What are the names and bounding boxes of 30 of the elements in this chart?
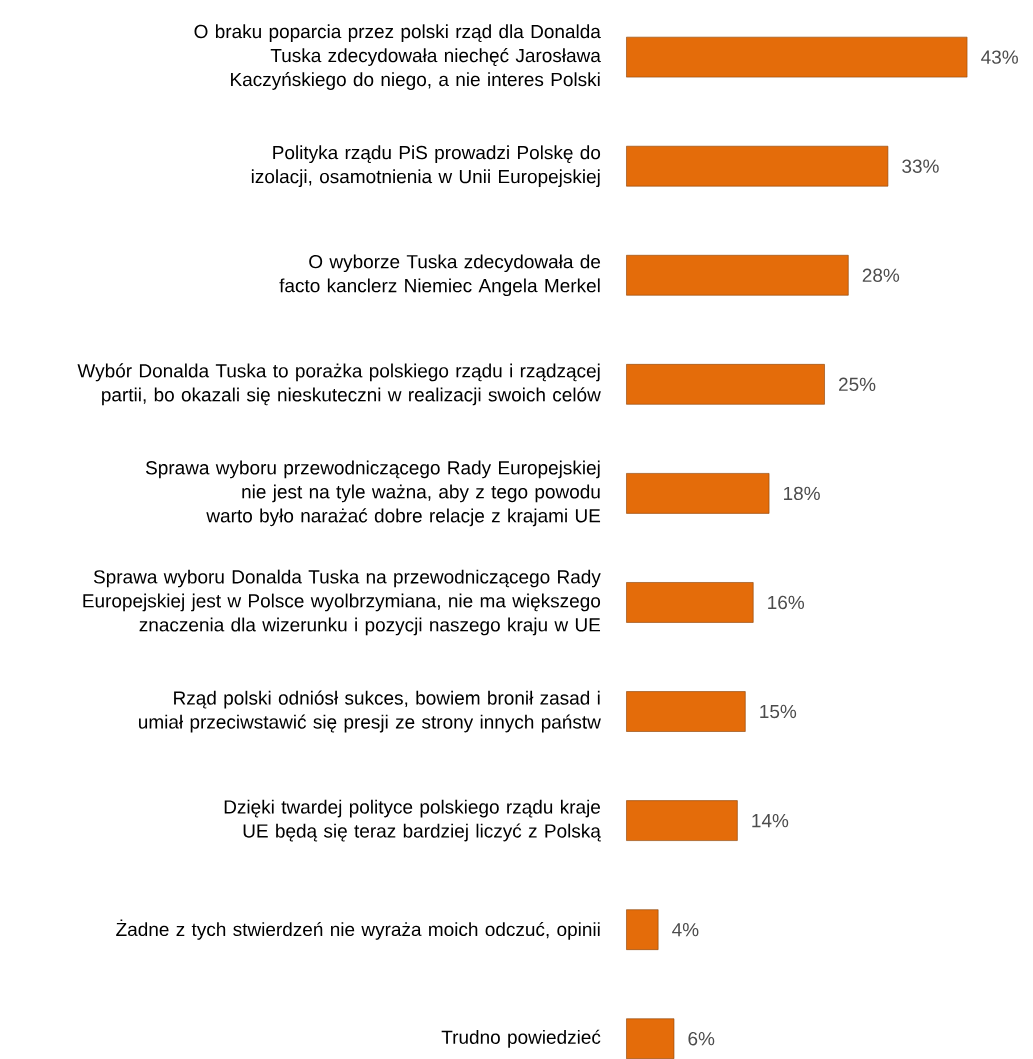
bar [626, 691, 746, 732]
bar [626, 473, 770, 514]
y-tick-label: O braku poparcia przez polski rząd dla Donalda Tuska zdecydowała niechęć Jarosława Kaczyńskiego do niego, a nie interes Polski [194, 24, 601, 90]
data-label: 15% [760, 704, 797, 719]
data-label: 4% [672, 923, 699, 937]
data-label: 16% [768, 595, 805, 610]
bar [626, 1018, 675, 1059]
y-tick-label: O wyborze Tuska zdecydowała de facto kanclerz Niemiec Angela Merkel [279, 254, 600, 297]
y-tick-label: Sprawa wyboru przewodniczącego Rady Europejskiej nie jest na tyle ważna, aby z tego powodu warto było narażać dobre relacje z krajami UE [145, 460, 600, 527]
y-tick-label: Sprawa wyboru Donalda Tuska na przewodniczącego Rady Europejskiej jest w Polsce wyolbrzymiana, nie ma większego znaczenia dla wizerunku i pozycji naszego kraju w UE [83, 569, 601, 636]
data-label: 43% [981, 50, 1018, 64]
data-label: 33% [902, 159, 939, 173]
y-tick-label: Polityka rządu PiS prowadzi Polskę do izolacji, osamotnienia w Unii Europejskiej [251, 145, 601, 188]
bar [626, 364, 825, 405]
bar [626, 582, 754, 623]
bar [626, 800, 738, 841]
y-tick-label: Dzięki twardej polityce polskiego rządu kraje UE będą się teraz bardziej liczyć z Polską [224, 799, 601, 842]
data-label: 28% [862, 268, 900, 282]
bar [626, 254, 849, 296]
data-label: 14% [752, 813, 789, 828]
y-tick-label: Trudno powiedzieć [441, 1029, 601, 1048]
bar [626, 145, 889, 187]
data-label: 18% [783, 486, 820, 501]
bar [626, 909, 659, 950]
y-tick-label: Żadne z tych stwierdzeń nie wyraża moich odczuć, opinii [116, 919, 600, 940]
data-label: 25% [838, 377, 876, 392]
y-tick-label: Wybór Donalda Tuska to porażka polskiego rządu i rządzącej partii, bo okazali się nieskuteczni w realizacji swoich celów [77, 363, 601, 406]
bar [626, 36, 968, 78]
data-label: 6% [688, 1032, 715, 1046]
y-tick-label: Rząd polski odniósł sukces, bowiem bronił zasad i umiał przeciwstawić się presji ze strony innych państw [138, 690, 601, 733]
